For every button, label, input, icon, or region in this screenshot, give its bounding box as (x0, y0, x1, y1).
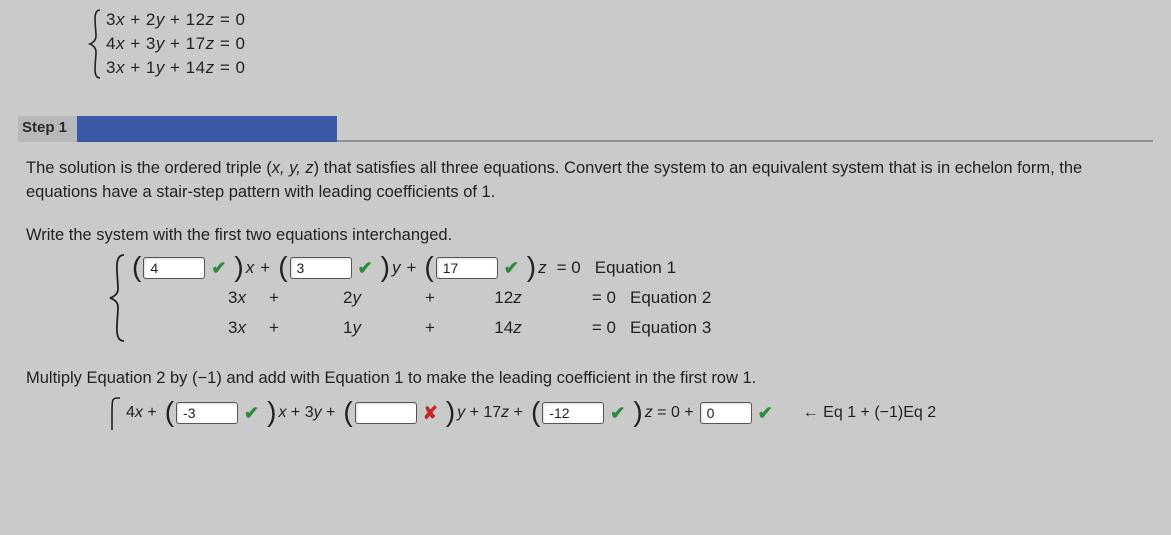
rparen-icon: ) (265, 402, 278, 422)
bottom-row-wrap: 4x + ( -3 ✔ ) x + 3y + ( ✘ ) y + 17z + (… (108, 396, 1153, 430)
subhead-1: Write the system with the first two equa… (26, 226, 1145, 245)
step-header: Step 1 (18, 116, 1153, 142)
bracket-icon (108, 396, 122, 430)
plus-op: + (400, 258, 422, 278)
check-icon: ✔ (211, 258, 226, 279)
step-accent (77, 116, 337, 142)
r2-c3: 12z (458, 288, 558, 308)
rparen-icon: ) (444, 402, 457, 422)
rparen-icon: ) (232, 257, 245, 277)
tail-text: ← Eq 1 + (−1)Eq 2 (803, 404, 936, 422)
coeff-x-input[interactable]: 4 (143, 257, 205, 279)
r2-op2: + (402, 288, 458, 308)
mid1-text: x + 3y + (278, 404, 335, 422)
lparen-icon: ( (341, 402, 354, 422)
system-eq-2: 4x + 3y + 17z = 0 (106, 32, 1153, 56)
r2-c1: 3x (130, 288, 246, 308)
rhs-input[interactable]: 0 (700, 402, 752, 424)
r2-op1: + (246, 288, 302, 308)
lparen-icon: ( (276, 257, 289, 277)
eq-label-3: Equation 3 (630, 318, 711, 338)
lead-text: 4x + (126, 404, 157, 422)
r3-c2: 1y (302, 318, 402, 338)
check-icon: ✔ (244, 403, 259, 424)
lparen-icon: ( (163, 402, 176, 422)
coeff-z2-input[interactable]: -12 (542, 402, 604, 424)
brace-icon (88, 8, 102, 80)
plus-op: + (254, 258, 276, 278)
work-system: ( 4 ✔ ) x + ( 3 ✔ ) y + ( 17 ✔ ) z = 0 E… (108, 253, 1153, 343)
work-row-3: 3x + 1y + 14z = 0 Equation 3 (130, 313, 1153, 343)
coeff-y-input[interactable]: 3 (290, 257, 352, 279)
subhead-2: Multiply Equation 2 by (−1) and add with… (26, 369, 1145, 388)
bottom-row: 4x + ( -3 ✔ ) x + 3y + ( ✘ ) y + 17z + (… (126, 396, 1153, 430)
step-rule (337, 116, 1153, 142)
para-a: The solution is the ordered triple ( (26, 159, 272, 177)
lparen-icon: ( (529, 402, 542, 422)
r3-op1: + (246, 318, 302, 338)
check-icon: ✔ (610, 403, 625, 424)
var-x: x (246, 258, 255, 278)
lparen-icon: ( (130, 257, 143, 277)
brace-icon (108, 253, 126, 343)
mid2-text: y + 17z + (457, 404, 523, 422)
eq-label-2: Equation 2 (630, 288, 711, 308)
check-icon: ✔ (758, 403, 773, 424)
coeff-z-input[interactable]: 17 (436, 257, 498, 279)
mid3-text: z = 0 + (645, 404, 694, 422)
r3-op2: + (402, 318, 458, 338)
rparen-icon: ) (525, 257, 538, 277)
system-eq-1: 3x + 2y + 12z = 0 (106, 8, 1153, 32)
rhs-3: = 0 (558, 318, 616, 338)
eq-label-1: Equation 1 (595, 258, 676, 278)
rparen-icon: ) (379, 257, 392, 277)
coeff-x2-input[interactable]: -3 (176, 402, 238, 424)
r3-c1: 3x (130, 318, 246, 338)
step-label: Step 1 (18, 116, 77, 142)
coeff-y2-input[interactable] (355, 402, 417, 424)
var-z: z (538, 258, 547, 278)
r2-c2: 2y (302, 288, 402, 308)
rhs-2: = 0 (558, 288, 616, 308)
intro-paragraph: The solution is the ordered triple (x, y… (26, 156, 1145, 204)
original-system: 3x + 2y + 12z = 0 4x + 3y + 17z = 0 3x +… (88, 8, 1153, 80)
check-icon: ✔ (358, 258, 373, 279)
rparen-icon: ) (631, 402, 644, 422)
system-eq-3: 3x + 1y + 14z = 0 (106, 56, 1153, 80)
work-row-2: 3x + 2y + 12z = 0 Equation 2 (130, 283, 1153, 313)
lparen-icon: ( (422, 257, 435, 277)
var-y: y (392, 258, 401, 278)
work-row-1: ( 4 ✔ ) x + ( 3 ✔ ) y + ( 17 ✔ ) z = 0 E… (130, 253, 1153, 283)
check-icon: ✔ (504, 258, 519, 279)
triple-vars: x, y, z (272, 159, 314, 177)
r3-c3: 14z (458, 318, 558, 338)
rhs-1: = 0 (557, 258, 581, 278)
cross-icon: ✘ (423, 403, 438, 424)
